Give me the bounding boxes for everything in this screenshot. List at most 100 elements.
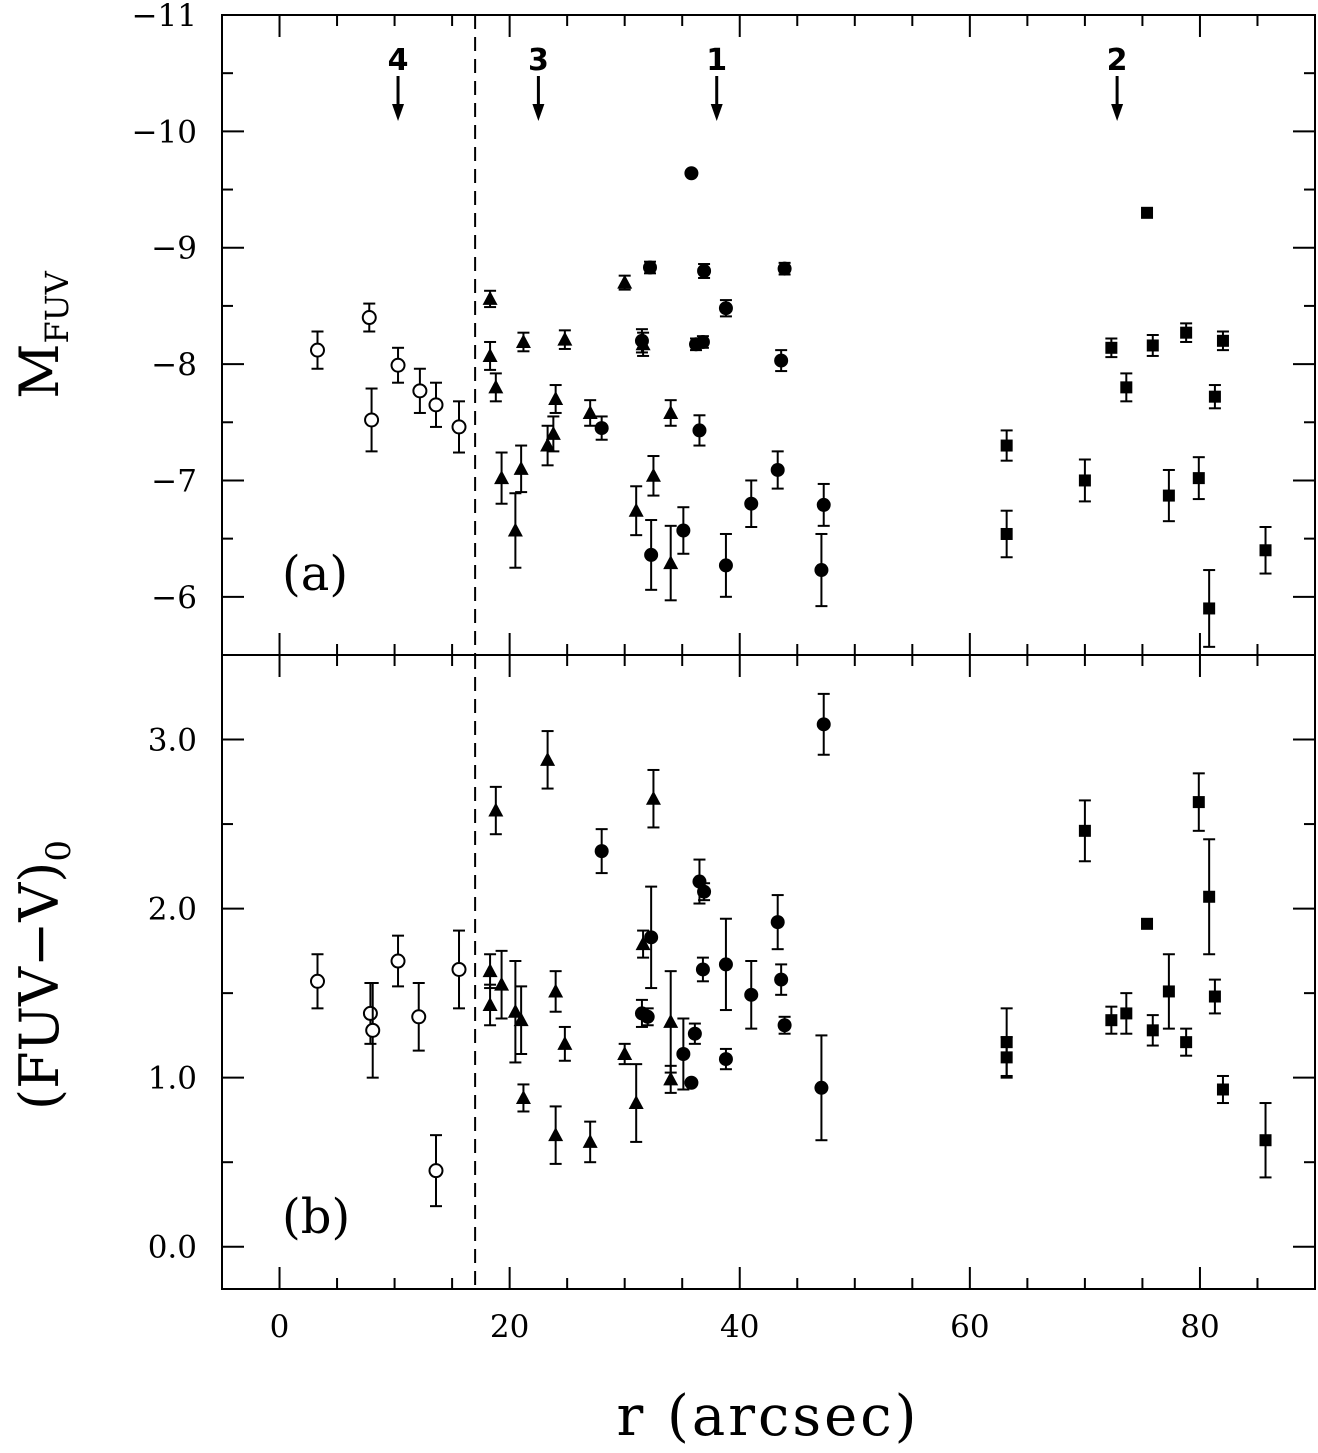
data-point-square xyxy=(1078,474,1091,487)
panel-b-y-tick-label: 3.0 xyxy=(148,723,197,759)
x-tick-label: 60 xyxy=(950,1309,989,1345)
data-point-triangle xyxy=(488,379,504,394)
data-point-triangle xyxy=(663,1013,679,1028)
data-point-square xyxy=(1141,917,1154,930)
region-marker-arrow-head xyxy=(710,104,723,121)
data-point-filled-circle xyxy=(816,497,831,512)
data-point-triangle xyxy=(540,751,556,766)
data-point-filled-circle xyxy=(718,1052,733,1067)
data-point-square xyxy=(1203,602,1216,615)
data-point-square xyxy=(1146,339,1159,352)
data-point-triangle xyxy=(515,1089,531,1104)
data-point-triangle xyxy=(515,333,531,348)
data-point-filled-circle xyxy=(676,1046,691,1061)
data-point-filled-circle xyxy=(644,547,659,562)
data-point-triangle xyxy=(545,425,561,440)
data-point-open-circle xyxy=(361,310,377,326)
data-point-open-circle xyxy=(390,357,406,373)
data-point-filled-circle xyxy=(687,1026,702,1041)
x-tick-label: 80 xyxy=(1180,1309,1219,1345)
data-point-square xyxy=(1162,985,1175,998)
data-point-filled-circle xyxy=(634,333,649,348)
panel-a-points xyxy=(309,166,1272,648)
data-point-square xyxy=(1000,1051,1013,1064)
data-point-square xyxy=(1192,472,1205,485)
data-point-triangle xyxy=(582,404,598,419)
panel-b-ylabel-main: (FUV−V) xyxy=(8,862,71,1110)
panel-a-y-tick-label: −7 xyxy=(151,463,197,499)
data-point-filled-circle xyxy=(594,844,609,859)
data-point-square xyxy=(1259,544,1272,557)
data-point-filled-circle xyxy=(718,957,733,972)
panel-a-label: (a) xyxy=(282,546,348,602)
x-tick-label: 20 xyxy=(490,1309,529,1345)
data-point-open-circle xyxy=(428,397,444,413)
data-point-filled-circle xyxy=(777,261,792,276)
region-marker-arrow-head xyxy=(1111,104,1124,121)
panel-b-ticks: 0 20 40 60 80 0.0 1.0 2.0 3.0 xyxy=(148,654,1315,1345)
panel-b-points xyxy=(309,692,1272,1208)
data-point-filled-circle xyxy=(695,962,710,977)
data-point-square xyxy=(1208,990,1221,1003)
data-point-square xyxy=(1120,1007,1133,1020)
data-point-square xyxy=(1162,489,1175,502)
data-point-triangle xyxy=(663,555,679,570)
data-point-triangle xyxy=(548,983,564,998)
data-point-open-circle xyxy=(309,342,325,358)
region-marker-label: 1 xyxy=(706,43,727,78)
data-point-square xyxy=(1208,390,1221,403)
data-point-square xyxy=(1180,1036,1193,1049)
panel-a-region-markers: 4 3 1 2 xyxy=(388,43,1128,121)
panel-b-frame xyxy=(221,654,1316,1290)
data-point-triangle xyxy=(663,404,679,419)
region-marker-label: 4 xyxy=(388,43,409,78)
data-point-filled-circle xyxy=(697,264,712,278)
data-point-filled-circle xyxy=(777,1018,792,1033)
data-point-square xyxy=(1120,381,1133,394)
panel-b-ylabel-sub: 0 xyxy=(39,840,79,862)
data-point-filled-circle xyxy=(684,1075,699,1090)
data-point-open-circle xyxy=(390,953,406,969)
data-point-triangle xyxy=(548,391,564,405)
data-point-triangle xyxy=(645,467,661,482)
data-point-triangle xyxy=(628,1095,644,1110)
panel-a-ticks: −11 −10 −9 −8 −7 −6 xyxy=(132,0,1315,656)
data-point-filled-circle xyxy=(644,930,659,945)
data-point-open-circle xyxy=(364,412,380,428)
data-point-triangle xyxy=(482,963,498,978)
data-point-open-circle xyxy=(411,1009,427,1025)
data-point-triangle xyxy=(513,460,529,475)
panel-a-ylabel: MFUV xyxy=(8,270,76,398)
panel-b-y-tick-label: 1.0 xyxy=(148,1061,197,1097)
data-point-square xyxy=(1105,1014,1118,1027)
panel-b-ylabel: (FUV−V)0 xyxy=(8,840,79,1110)
data-point-filled-circle xyxy=(770,462,785,477)
data-point-triangle xyxy=(494,470,510,485)
data-point-triangle xyxy=(482,290,498,305)
data-point-triangle xyxy=(582,1133,598,1148)
data-point-triangle xyxy=(557,331,573,346)
data-point-triangle xyxy=(635,936,651,951)
data-point-triangle xyxy=(645,790,661,805)
data-point-open-circle xyxy=(362,1005,378,1021)
data-point-filled-circle xyxy=(695,334,710,349)
data-point-filled-circle xyxy=(814,1080,829,1095)
data-point-triangle xyxy=(663,1071,679,1086)
data-point-open-circle xyxy=(412,383,428,399)
data-point-square xyxy=(1192,796,1205,809)
data-point-filled-circle xyxy=(642,260,657,275)
region-marker-arrow-head xyxy=(392,104,405,121)
data-point-filled-circle xyxy=(640,1009,655,1024)
data-point-square xyxy=(1105,341,1118,354)
data-point-filled-circle xyxy=(744,987,759,1002)
data-point-filled-circle xyxy=(770,915,785,930)
data-point-triangle xyxy=(557,1035,573,1050)
data-point-square xyxy=(1216,334,1229,347)
panel-b-y-tick-label: 2.0 xyxy=(148,892,197,928)
data-point-filled-circle xyxy=(594,421,609,436)
data-point-square xyxy=(1203,890,1216,903)
data-point-open-circle xyxy=(451,419,467,435)
data-point-filled-circle xyxy=(816,717,831,732)
data-point-filled-circle xyxy=(684,166,699,181)
